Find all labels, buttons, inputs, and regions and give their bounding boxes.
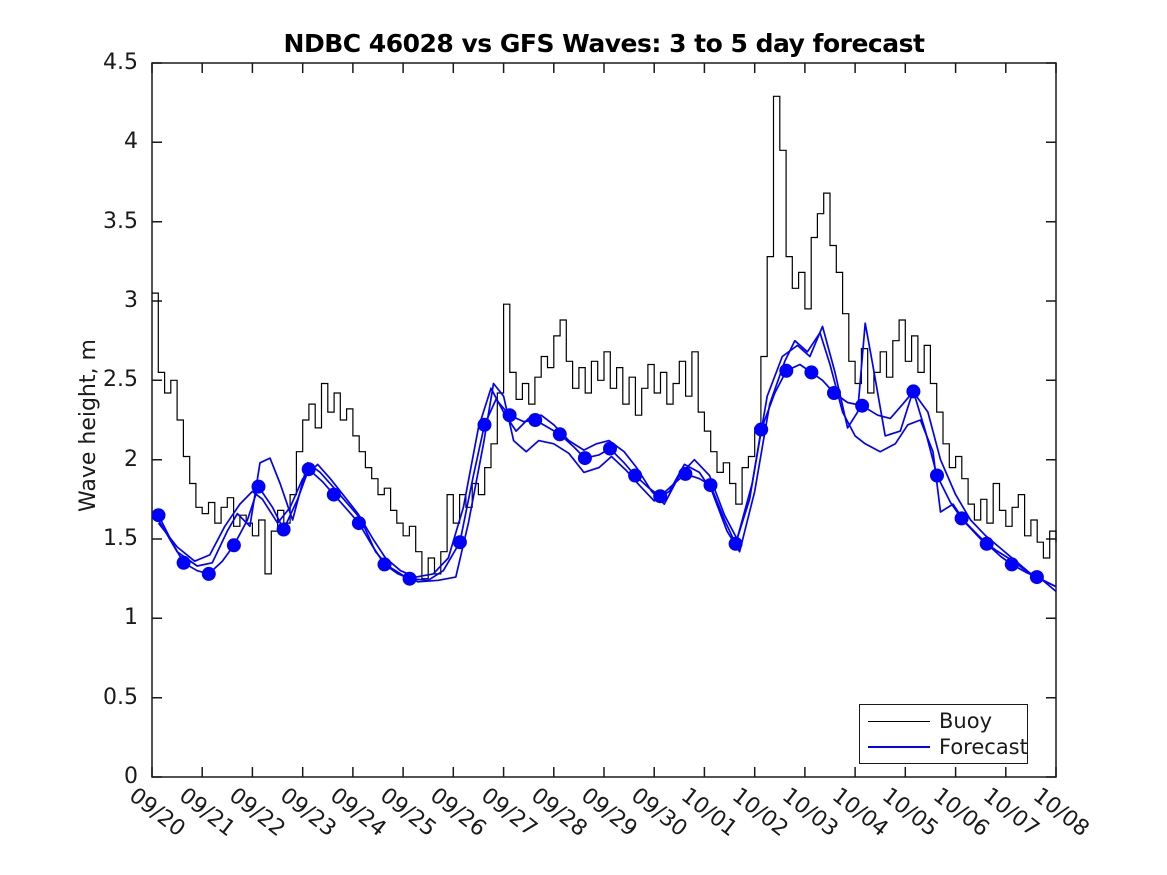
- forecast-marker: [402, 571, 417, 586]
- forecast-marker: [906, 384, 921, 399]
- forecast-marker: [528, 413, 543, 427]
- forecast-markers: [151, 363, 1044, 586]
- y-axis-ticks-right: [1046, 62, 1056, 778]
- forecast-marker: [226, 538, 241, 553]
- forecast-marker: [276, 522, 291, 537]
- forecast-marker: [728, 536, 743, 551]
- legend-label-forecast: Forecast: [939, 735, 1028, 759]
- y-tick-label: 0: [124, 764, 138, 789]
- forecast-marker: [754, 422, 769, 437]
- forecast-marker: [827, 386, 841, 400]
- forecast-marker: [151, 508, 166, 523]
- y-axis-ticks-left: [152, 62, 162, 778]
- legend-item-forecast: Forecast: [868, 735, 1028, 759]
- forecast-marker: [377, 557, 392, 572]
- forecast-line-1: [157, 363, 1057, 588]
- y-tick-label: 3.5: [103, 208, 138, 234]
- forecast-marker: [577, 451, 592, 466]
- forecast-marker: [326, 487, 341, 502]
- x-axis-ticks-top: [151, 63, 1057, 73]
- buoy-series-line: [152, 95, 1057, 580]
- chart-title: NDBC 46028 vs GFS Waves: 3 to 5 day fore…: [283, 29, 925, 58]
- forecast-marker: [1029, 570, 1044, 585]
- forecast-marker: [1004, 557, 1019, 572]
- forecast-marker: [628, 468, 643, 483]
- forecast-marker: [653, 489, 668, 504]
- y-tick-label: 3: [124, 288, 138, 313]
- forecast-marker: [301, 462, 316, 477]
- forecast-line-2: [157, 331, 1057, 593]
- forecast-marker: [201, 566, 216, 581]
- forecast-marker: [552, 427, 567, 442]
- buoy-line-swatch: [868, 720, 930, 722]
- forecast-marker: [251, 479, 266, 494]
- forecast-marker: [176, 555, 191, 570]
- forecast-marker: [502, 408, 517, 423]
- forecast-marker: [804, 365, 819, 380]
- y-tick-label: 0.5: [103, 684, 138, 710]
- legend-label-buoy: Buoy: [939, 709, 992, 733]
- forecast-marker: [855, 398, 870, 413]
- forecast-line-swatch: [868, 746, 930, 748]
- forecast-marker: [954, 511, 969, 526]
- forecast-marker: [477, 417, 492, 432]
- y-tick-label: 4: [124, 129, 138, 155]
- forecast-marker: [603, 441, 617, 456]
- y-tick-label: 1: [124, 605, 138, 631]
- y-tick-label: 2: [124, 446, 138, 472]
- y-tick-label: 2.5: [103, 367, 138, 393]
- forecast-marker: [703, 478, 718, 493]
- forecast-marker: [930, 468, 944, 483]
- x-axis-ticks-bottom: [151, 767, 1057, 777]
- legend-item-buoy: Buoy: [868, 709, 1019, 733]
- forecast-marker: [979, 536, 994, 551]
- y-tick-label: 1.5: [103, 526, 138, 551]
- forecast-marker: [351, 516, 366, 531]
- forecast-marker: [452, 535, 467, 550]
- y-tick-label: 4.5: [103, 50, 138, 75]
- forecast-marker: [779, 363, 794, 378]
- forecast-marker: [678, 466, 693, 481]
- legend: Buoy Forecast: [859, 704, 1028, 764]
